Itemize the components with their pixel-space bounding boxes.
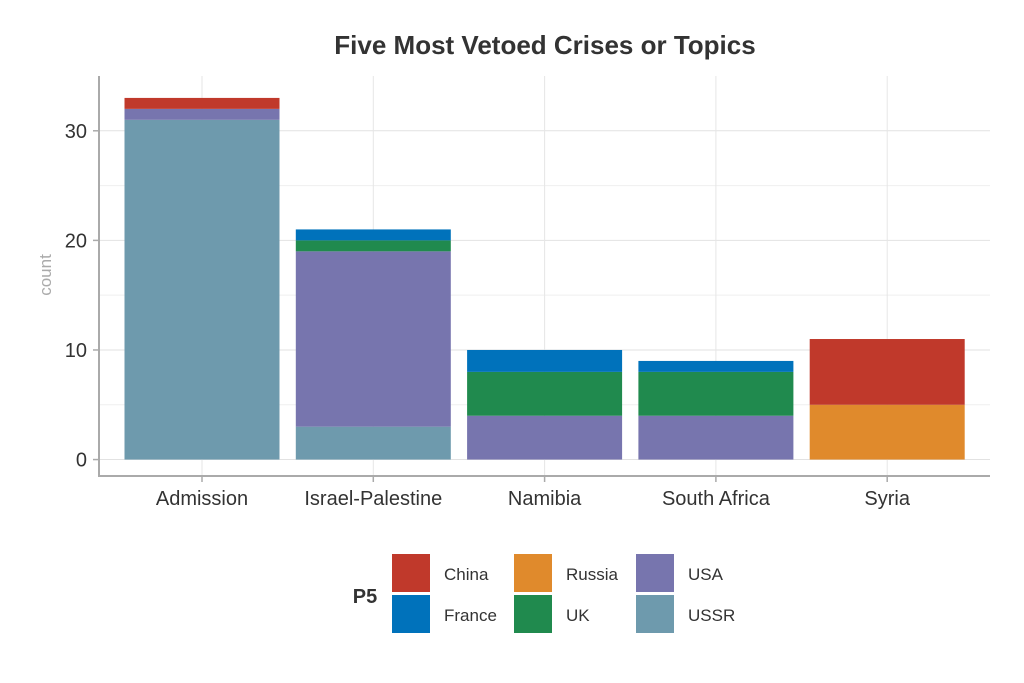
bar-france-south-africa [638, 360, 794, 372]
bar-ussr-israel-palestine [295, 426, 451, 460]
legend-swatch [514, 595, 552, 633]
bar-china-admission [124, 97, 280, 109]
legend-title: P5 [353, 586, 377, 608]
x-tick-labels: Admission Israel-Palestine Namibia South Af… [156, 488, 911, 510]
legend-label: USA [688, 565, 724, 584]
legend-item-russia: Russia [514, 554, 619, 592]
chart-title: Five Most Vetoed Crises or Topics [334, 30, 755, 60]
axes [93, 76, 990, 482]
bar-ussr-admission [124, 119, 280, 460]
legend-item-ussr: USSR [636, 595, 735, 633]
y-axis-label: count [36, 254, 55, 296]
legend-item-china: China [392, 554, 489, 592]
legend-label: China [444, 565, 489, 584]
y-tick-label: 20 [65, 230, 87, 252]
legend-swatch [392, 595, 430, 633]
y-tick-label: 0 [76, 450, 87, 472]
bar-usa-namibia [467, 415, 623, 460]
bar-russia-syria [809, 404, 965, 460]
legend-swatch [636, 595, 674, 633]
x-tick-label: Syria [864, 488, 910, 510]
legend-label: USSR [688, 606, 735, 625]
bar-uk-south-africa [638, 371, 794, 416]
x-tick-label: South Africa [662, 488, 771, 510]
legend-swatch [392, 554, 430, 592]
legend-swatch [514, 554, 552, 592]
legend-item-usa: USA [636, 554, 724, 592]
bar-china-syria [809, 339, 965, 405]
legend-swatch [636, 554, 674, 592]
legend-label: France [444, 606, 497, 625]
y-tick-labels: 0 10 20 30 [65, 121, 87, 472]
bar-france-israel-palestine [295, 229, 451, 241]
legend-label: UK [566, 606, 590, 625]
bar-usa-israel-palestine [295, 251, 451, 427]
x-tick-label: Namibia [508, 488, 582, 510]
legend: P5 China France Russia UK USA USSR [353, 554, 735, 633]
y-tick-label: 10 [65, 340, 87, 362]
bars [124, 97, 965, 460]
bar-uk-israel-palestine [295, 240, 451, 252]
legend-item-uk: UK [514, 595, 590, 633]
bar-usa-south-africa [638, 415, 794, 460]
bar-france-namibia [467, 349, 623, 372]
bar-uk-namibia [467, 371, 623, 416]
x-tick-label: Israel-Palestine [304, 488, 442, 510]
bar-usa-admission [124, 108, 280, 120]
y-tick-label: 30 [65, 121, 87, 143]
legend-item-france: France [392, 595, 497, 633]
legend-label: Russia [566, 565, 619, 584]
x-tick-label: Admission [156, 488, 248, 510]
